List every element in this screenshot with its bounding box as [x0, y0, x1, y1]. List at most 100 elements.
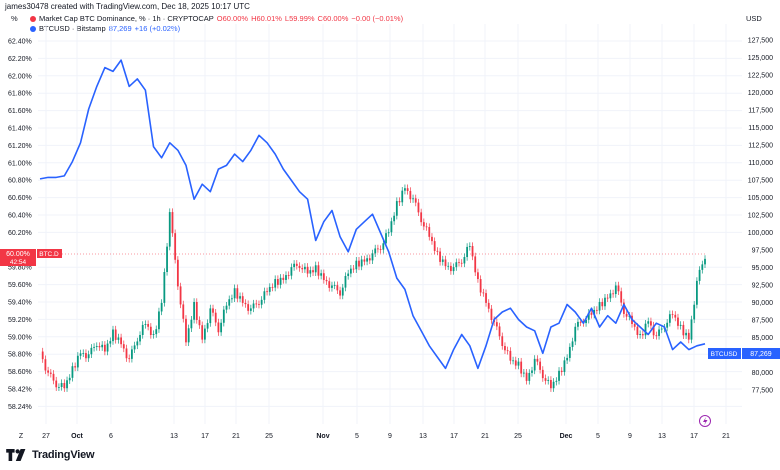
candle-body [474, 256, 477, 273]
candle-body [636, 326, 639, 336]
candle-body [436, 250, 439, 252]
candle-body [220, 322, 223, 333]
candle-body [544, 378, 547, 381]
legend-btcusd-title: BTCUSD · Bitstamp [39, 24, 106, 33]
legend-row-btcd[interactable]: Market Cap BTC Dominance, % · 1h · CRYPT… [30, 14, 403, 24]
candle-body [560, 370, 563, 373]
x-tick-label: 13 [419, 433, 427, 440]
candle-body [47, 370, 50, 373]
candle-body [114, 329, 117, 340]
candle-body [371, 253, 374, 261]
candle-body [482, 292, 485, 294]
candle-body [393, 215, 396, 222]
right-tick-label: 117,500 [748, 108, 773, 115]
candle-body [585, 319, 587, 324]
right-tick-label: 112,500 [748, 143, 773, 150]
candle-body [139, 335, 141, 342]
right-tick-label: 125,000 [748, 55, 773, 62]
candle-body [103, 344, 106, 352]
candle-body [358, 260, 360, 267]
candle-body [377, 248, 379, 250]
candle-body [336, 285, 339, 291]
candle-body [506, 350, 509, 352]
candle-body [412, 198, 414, 200]
candle-body [258, 304, 260, 305]
candle-body [685, 332, 687, 336]
candle-body [144, 324, 147, 325]
candle-body [312, 270, 314, 273]
x-tick-label: 21 [722, 433, 730, 440]
candle-body [617, 285, 620, 292]
candle-body [160, 302, 163, 312]
candle-body [74, 366, 77, 368]
candle-body [425, 226, 428, 228]
left-tick-label: 59.20% [8, 317, 32, 324]
candle-body [693, 304, 696, 320]
candle-body [677, 317, 679, 326]
candle-body [352, 268, 355, 270]
candle-body [514, 360, 517, 366]
candle-body [152, 334, 155, 336]
candle-body [171, 212, 174, 234]
candle-body [341, 287, 344, 296]
left-tick-label: 59.80% [8, 265, 32, 272]
candle-body [106, 343, 109, 352]
candle-body [674, 314, 677, 318]
right-tick-label: 107,500 [748, 178, 773, 185]
candle-body [182, 304, 185, 319]
alert-badge[interactable] [699, 415, 711, 427]
candle-body [355, 260, 358, 270]
left-tick-label: 58.42% [8, 387, 32, 394]
candle-body [525, 372, 528, 381]
tradingview-brand[interactable]: TradingView [6, 449, 95, 461]
candle-body [212, 308, 214, 313]
candle-body [495, 322, 498, 327]
legend-btcd-open: O60.00% [216, 14, 249, 23]
legend-btcd-close: C60.00% [317, 14, 349, 23]
candle-body [441, 259, 444, 262]
candle-body [85, 353, 87, 359]
left-tick-label: 60.80% [8, 178, 32, 185]
x-tick-label: 17 [690, 433, 698, 440]
candle-body [271, 286, 274, 288]
left-tick-label: 62.40% [8, 39, 32, 46]
candle-body [349, 268, 352, 274]
candle-body [609, 293, 612, 299]
candle-body [195, 301, 198, 321]
candle-body [228, 299, 231, 306]
candle-body [363, 259, 366, 262]
candle-body [55, 380, 58, 388]
candle-body [387, 232, 390, 234]
candle-body [206, 323, 209, 329]
candle-body [390, 221, 393, 233]
candle-body [76, 355, 79, 368]
candle-body [504, 346, 506, 351]
candle-body [574, 326, 577, 342]
right-tick-label: 97,500 [752, 248, 774, 255]
left-tick-label: 59.40% [8, 300, 32, 307]
candle-body [431, 236, 433, 242]
candle-body [528, 372, 531, 381]
x-tick-label: Z [19, 433, 24, 440]
candle-body [331, 285, 333, 288]
btcusd-tag-symbol: BTCUSD [711, 351, 738, 358]
left-tick-label: 58.24% [8, 404, 32, 411]
candle-body [398, 201, 401, 203]
candle-body [301, 268, 304, 270]
legend-row-btcusd[interactable]: BTCUSD · Bitstamp 87,269 +16 (+0.02%) [30, 24, 403, 34]
candle-body [125, 348, 128, 359]
lightning-icon [703, 417, 708, 426]
candle-body [579, 321, 582, 323]
left-tick-label: 59.60% [8, 282, 32, 289]
candle-body [41, 351, 44, 360]
left-tick-label: 58.60% [8, 369, 32, 376]
candle-body [82, 353, 85, 354]
candle-body [601, 301, 604, 307]
candle-body [274, 279, 277, 288]
candle-body [287, 275, 290, 276]
candle-body [471, 246, 474, 257]
x-tick-label: 5 [355, 433, 359, 440]
candle-body [249, 308, 252, 311]
right-tick-label: 87,500 [752, 318, 774, 325]
